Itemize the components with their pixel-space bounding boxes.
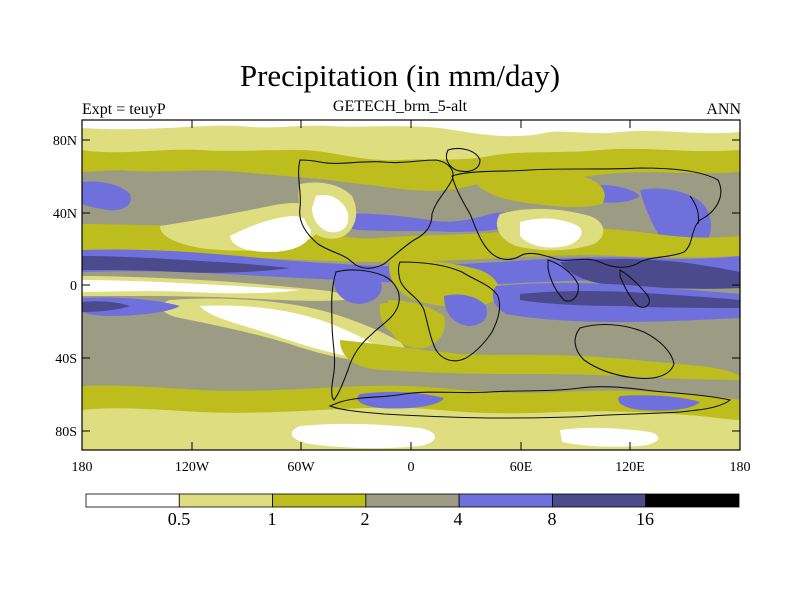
lon-labels: 180 120W 60W 0 60E 120E 180: [72, 460, 751, 475]
colorbar-labels: 0.5 1 2 4 8 16: [168, 509, 654, 529]
coast-north-america: [298, 159, 454, 269]
field-so-blue2: [618, 395, 700, 411]
colorbar-swatch: [272, 493, 367, 508]
colorbar-swatch: [645, 493, 740, 508]
lon-tick-label: 180: [730, 460, 751, 475]
lon-tick-label: 120W: [175, 460, 210, 475]
field-wna-white: [312, 194, 349, 233]
colorbar-label: 16: [636, 509, 654, 529]
coast-africa: [397, 261, 501, 362]
field-safrica-blue: [444, 294, 488, 326]
field-npac-white: [230, 216, 312, 252]
colorbar-swatch: [458, 493, 553, 508]
lon-axis: [81, 120, 741, 450]
field-itcz-north-dark: [82, 256, 290, 273]
field-north-white: [82, 120, 740, 137]
colorbar-label: 1: [268, 509, 277, 529]
field-africa-olive: [389, 260, 499, 308]
field-io-dark2: [520, 291, 740, 308]
experiment-label: Expt = teuyP: [82, 101, 166, 118]
coast-australia: [574, 324, 675, 380]
field-satl-olive: [379, 302, 422, 336]
field-tibet-white: [520, 218, 582, 248]
lat-tick-label: 0: [70, 279, 77, 294]
field-sp-dark: [82, 301, 130, 312]
precipitation-field: [82, 120, 740, 450]
coast-india: [547, 259, 579, 302]
field-atl-blue: [334, 267, 382, 304]
coast-antarctica: [328, 386, 732, 419]
colorbar-swatch: [85, 493, 180, 508]
lon-tick-label: 120E: [615, 460, 645, 475]
lat-tick-label: 40S: [55, 352, 77, 367]
map-subtitle: GETECH_brm_5-alt: [332, 98, 468, 115]
coast-greenland: [445, 147, 481, 173]
colorbar-label: 0.5: [168, 509, 191, 529]
lat-labels: 80N 40N 0 40S 80S: [53, 134, 77, 440]
lon-tick-label: 180: [72, 460, 93, 475]
field-ssub-olive: [340, 340, 740, 380]
colorbar-label: 8: [548, 509, 557, 529]
coast-japan: [689, 195, 700, 225]
colorbar-swatch: [178, 493, 273, 508]
map-title: Precipitation (in mm/day): [239, 58, 561, 93]
colorbar-label: 4: [454, 509, 463, 529]
field-io-dark: [560, 259, 740, 289]
field-sep-white: [200, 305, 382, 359]
season-label: ANN: [706, 101, 741, 118]
field-so-blue: [357, 391, 444, 409]
field-s-white: [291, 423, 435, 449]
coast-se-asia: [619, 269, 650, 308]
coastlines: [298, 147, 732, 419]
lat-tick-label: 80N: [53, 134, 77, 149]
colorbar-swatch: [552, 493, 647, 508]
colorbar-label: 2: [361, 509, 370, 529]
field-eq-white: [82, 280, 300, 294]
colorbar-swatch: [365, 493, 460, 508]
coast-south-america: [331, 269, 400, 401]
field-s-white2: [560, 427, 659, 447]
coast-eurasia: [451, 167, 722, 268]
lon-tick-label: 60E: [510, 460, 533, 475]
colorbar: [85, 493, 740, 508]
lon-tick-label: 60W: [287, 460, 315, 475]
lat-tick-label: 40N: [53, 207, 77, 222]
field-npacific-blue: [82, 181, 131, 211]
lat-tick-label: 80S: [55, 425, 77, 440]
field-asia-olive: [470, 171, 605, 208]
lon-tick-label: 0: [408, 460, 415, 475]
lat-axis: [82, 139, 740, 432]
